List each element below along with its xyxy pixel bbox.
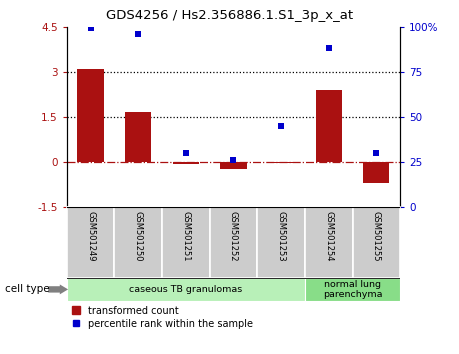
Bar xyxy=(304,207,352,278)
Bar xyxy=(257,207,304,278)
Text: GSM501255: GSM501255 xyxy=(371,211,380,261)
Bar xyxy=(162,207,209,278)
Text: normal lung
parenchyma: normal lung parenchyma xyxy=(322,280,381,299)
Bar xyxy=(172,162,198,164)
Text: GSM501251: GSM501251 xyxy=(181,211,190,261)
Bar xyxy=(209,207,257,278)
Bar xyxy=(315,90,341,162)
Bar xyxy=(67,278,304,301)
Point xyxy=(372,150,379,156)
Text: GSM501249: GSM501249 xyxy=(86,211,95,261)
Point xyxy=(230,157,237,163)
Bar xyxy=(304,278,399,301)
Legend: transformed count, percentile rank within the sample: transformed count, percentile rank withi… xyxy=(72,306,252,329)
Text: cell type: cell type xyxy=(5,284,49,295)
Text: caseous TB granulomas: caseous TB granulomas xyxy=(129,285,242,294)
Point xyxy=(182,150,189,156)
Bar xyxy=(268,162,294,164)
Bar xyxy=(220,162,246,170)
Text: GDS4256 / Hs2.356886.1.S1_3p_x_at: GDS4256 / Hs2.356886.1.S1_3p_x_at xyxy=(106,9,353,22)
Point xyxy=(87,25,94,31)
Text: GSM501252: GSM501252 xyxy=(229,211,237,261)
Bar xyxy=(363,162,389,183)
Bar xyxy=(125,112,151,162)
Text: GSM501254: GSM501254 xyxy=(324,211,332,261)
Bar xyxy=(352,207,399,278)
Point xyxy=(277,123,284,129)
Text: GSM501250: GSM501250 xyxy=(134,211,142,261)
Bar xyxy=(77,69,103,162)
Text: GSM501253: GSM501253 xyxy=(276,211,285,261)
Point xyxy=(325,45,332,51)
Bar xyxy=(67,207,114,278)
Bar xyxy=(114,207,162,278)
Point xyxy=(134,31,141,36)
